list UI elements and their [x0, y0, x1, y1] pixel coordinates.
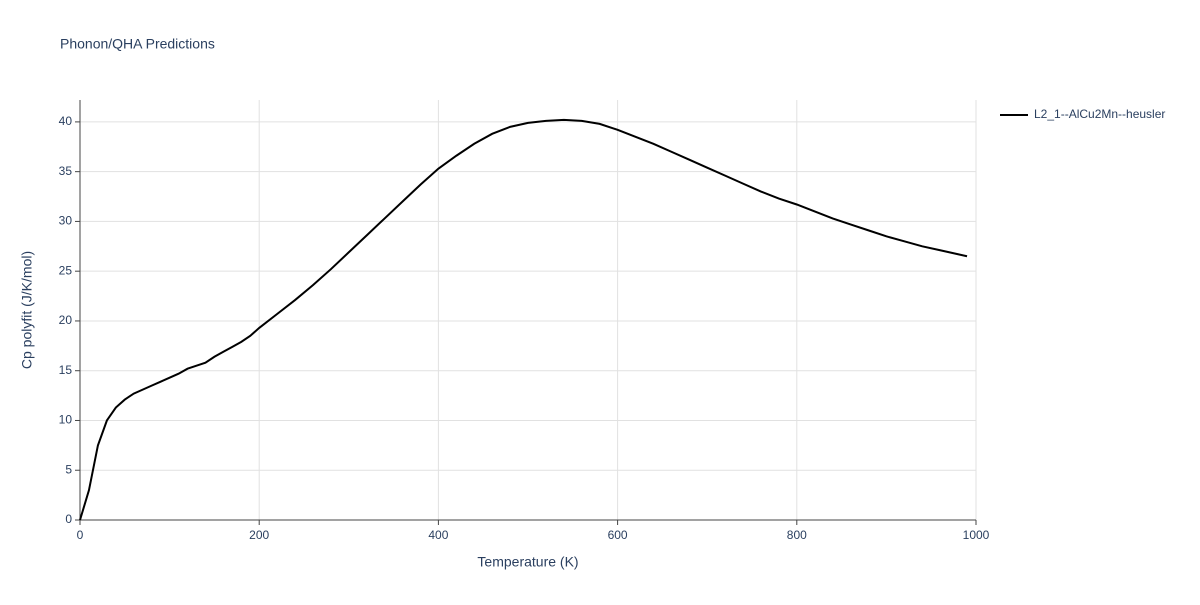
y-axis-title: Cp polyfit (J/K/mol) [19, 251, 35, 369]
data-line [79, 118, 968, 521]
y-tick-label: 30 [59, 214, 73, 228]
y-tick-label: 10 [59, 413, 73, 427]
x-tick-label: 600 [608, 528, 628, 542]
y-tick-label: 40 [59, 114, 73, 128]
x-axis-title: Temperature (K) [477, 554, 578, 570]
y-tick-label: 35 [59, 164, 73, 178]
y-tick-label: 0 [65, 512, 72, 526]
x-tick-label: 200 [249, 528, 269, 542]
x-tick-label: 400 [428, 528, 448, 542]
y-tick-label: 15 [59, 363, 73, 377]
legend-label: L2_1--AlCu2Mn--heusler [1034, 107, 1165, 121]
chart-title: Phonon/QHA Predictions [60, 36, 215, 52]
x-tick-label: 0 [77, 528, 84, 542]
y-tick-label: 5 [65, 462, 72, 476]
y-tick-label: 20 [59, 313, 73, 327]
y-tick-label: 25 [59, 263, 73, 277]
x-tick-label: 1000 [963, 528, 990, 542]
x-tick-label: 800 [787, 528, 807, 542]
